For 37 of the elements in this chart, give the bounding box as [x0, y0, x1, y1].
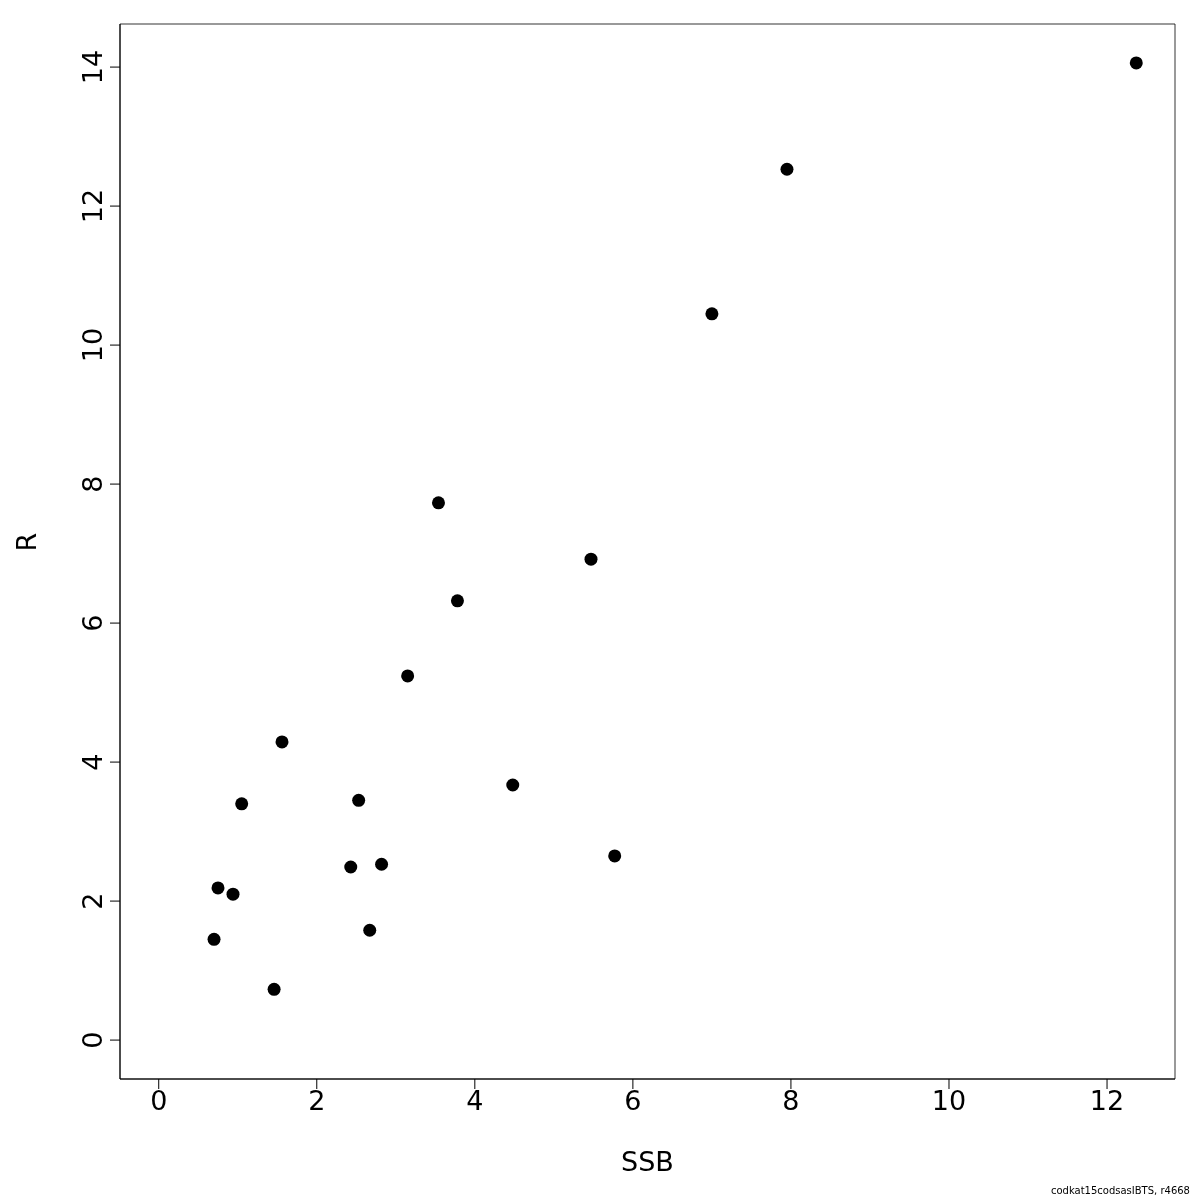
y-tick-label: 8	[77, 475, 108, 493]
point	[608, 849, 622, 863]
point	[401, 669, 415, 683]
x-axis-title: SSB	[621, 1146, 674, 1177]
point	[705, 307, 719, 321]
y-axis-title: R	[10, 532, 42, 552]
x-tick-label: 0	[150, 1085, 168, 1117]
x-tick-label: 6	[624, 1085, 642, 1117]
point	[1129, 56, 1143, 70]
x-tick-label: 10	[931, 1085, 967, 1117]
point	[363, 923, 377, 937]
point	[584, 552, 598, 566]
point	[431, 496, 445, 510]
point	[780, 162, 794, 176]
y-tick-label: 12	[77, 188, 108, 224]
point	[211, 881, 225, 895]
y-tick-label: 0	[77, 1031, 108, 1049]
y-tick-label: 2	[77, 892, 108, 910]
y-tick-label: 10	[77, 327, 108, 363]
point	[375, 857, 389, 871]
x-tick-label: 8	[782, 1085, 800, 1117]
point	[235, 797, 249, 811]
point	[344, 860, 358, 874]
point	[226, 887, 240, 901]
x-tick-label: 12	[1089, 1085, 1125, 1117]
point	[506, 778, 520, 792]
x-tick-label: 2	[308, 1085, 326, 1117]
point	[450, 594, 464, 608]
y-tick-label: 4	[77, 753, 108, 771]
y-tick-label: 6	[77, 614, 108, 632]
point	[275, 735, 289, 749]
text: codkat15codsasIBTS, r4668	[1050, 1185, 1190, 1196]
point	[207, 932, 221, 946]
y-tick-label: 14	[77, 49, 108, 85]
point	[267, 982, 281, 996]
x-tick-label: 4	[466, 1085, 484, 1117]
point	[352, 793, 366, 807]
